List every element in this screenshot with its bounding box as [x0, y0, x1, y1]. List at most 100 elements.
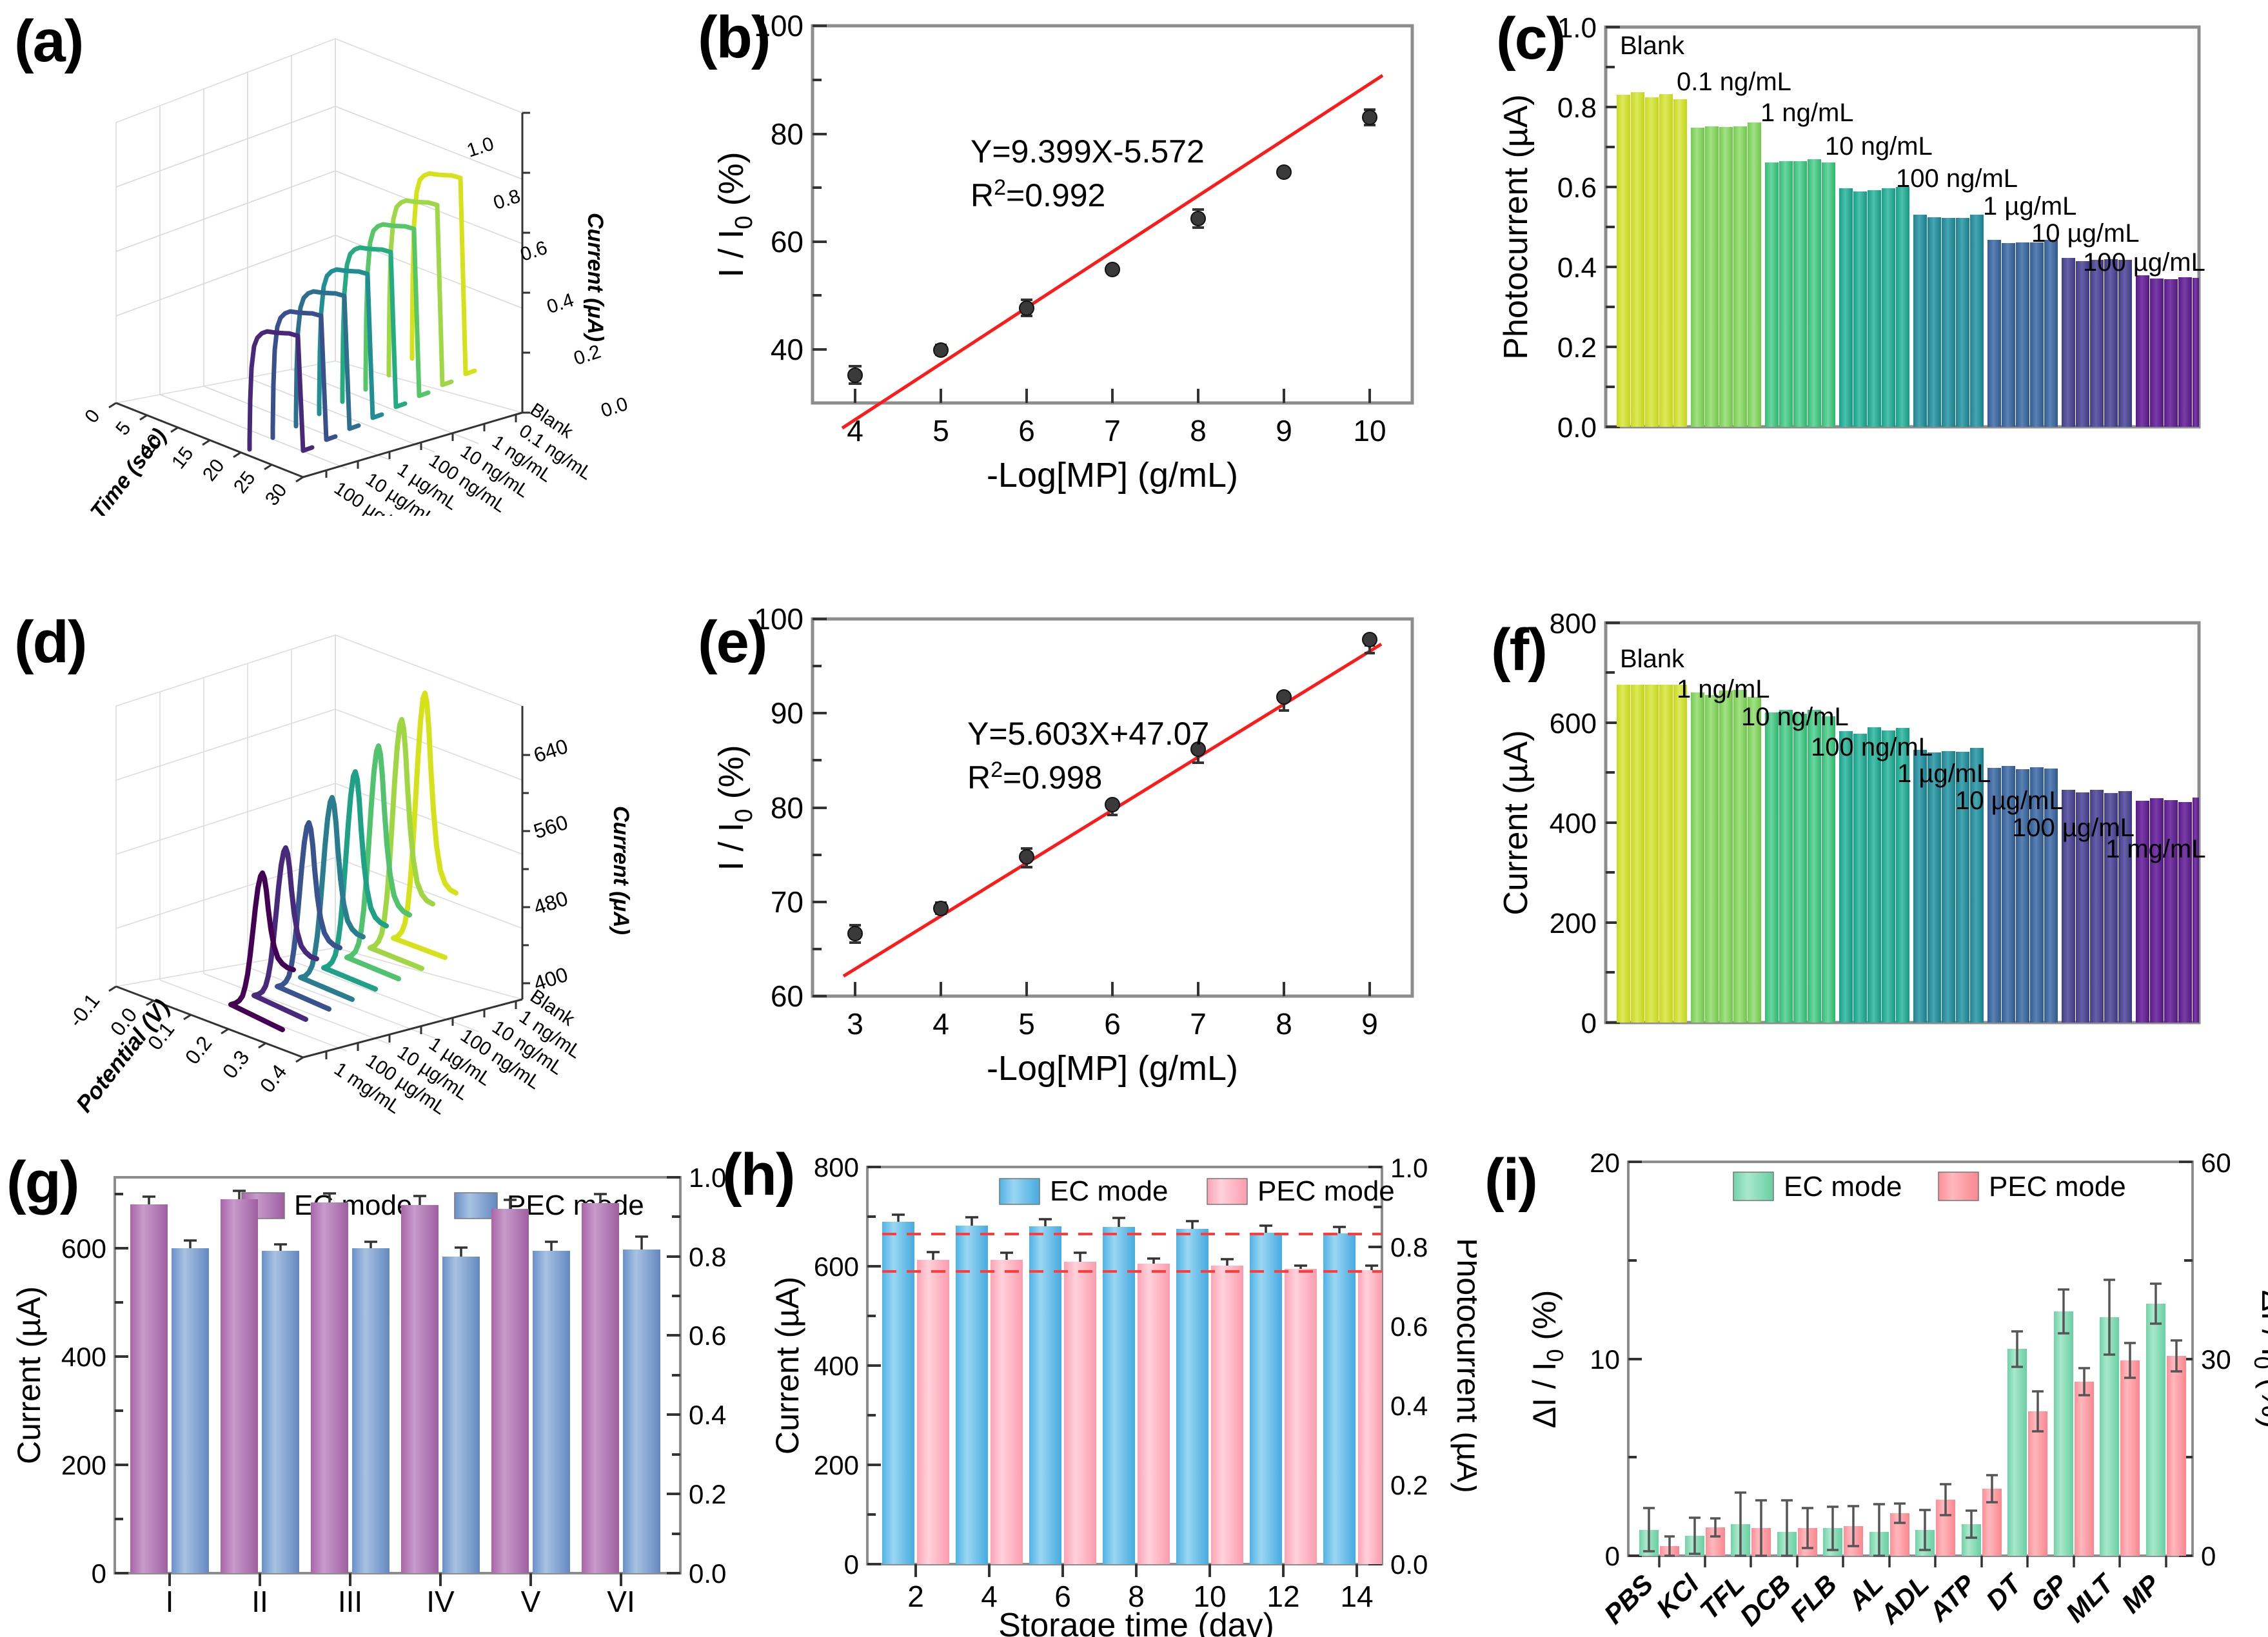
g-x-ticklabels: I II III IV V VI	[166, 1585, 635, 1618]
b-point-4	[1190, 211, 1206, 226]
panel-a: (a)	[0, 0, 684, 516]
e-xtick-9: 9	[1361, 1007, 1378, 1041]
f-group-label-6: 100 µg/mL	[2012, 814, 2135, 842]
c-group-label-1: 0.1 ng/mL	[1677, 68, 1791, 96]
c-group-label-7: 100 µg/mL	[2083, 248, 2205, 277]
b-xtick-7: 7	[1104, 414, 1121, 447]
i-right-ticklabels: 0 30 60	[2201, 1148, 2231, 1571]
e-point-1	[933, 901, 949, 916]
b-point-1	[933, 342, 949, 358]
g-rtick-3: 0.6	[689, 1320, 726, 1351]
b-xaxis-title: -Log[MP] (g/mL)	[987, 456, 1238, 495]
panel-h-label: (h)	[722, 1142, 795, 1208]
g-rtick-2: 0.4	[689, 1400, 726, 1430]
i-rtick-60: 60	[2201, 1148, 2231, 1178]
f-group-label-4: 1 µg/mL	[1897, 760, 1991, 788]
e-y-ticklabels: 60 70 80 90 100	[754, 602, 804, 1013]
h-ytick-400: 400	[814, 1351, 859, 1381]
h-xtick-1: 4	[981, 1580, 998, 1613]
i-rtick-0: 0	[2201, 1541, 2216, 1571]
a-ztick-1: 0.2	[571, 341, 604, 369]
c-ytick-2: 0.4	[1557, 252, 1597, 284]
f-group-label-3: 100 ng/mL	[1811, 733, 1933, 761]
panel-e-plot: 60 70 80 90 100 3 4 5 6 7 8 9	[712, 602, 1414, 1088]
e-x-ticks	[854, 982, 1371, 996]
h-ytick-600: 600	[814, 1251, 859, 1282]
x-axis-time: 0 5 10 15 20 25 30 Time (sec)	[81, 402, 304, 516]
e-error-bars	[849, 644, 1375, 944]
b-ytick-60: 60	[771, 225, 804, 259]
i-x-ticks	[1658, 1556, 2167, 1567]
b-ytick-80: 80	[771, 117, 804, 151]
h-right-ticklabels: 0.0 0.2 0.4 0.6 0.8 1.0	[1390, 1153, 1428, 1580]
e-annotation-equation: Y=5.603X+47.07	[967, 716, 1209, 752]
panel-d-plot: 400 480 560 640 Current (μA) -0.1 0.0 0.…	[64, 634, 633, 1115]
c-group-label-2: 1 ng/mL	[1760, 99, 1854, 127]
g-xtick-3: IV	[426, 1585, 455, 1618]
h-rtick-5: 1.0	[1390, 1153, 1428, 1183]
d-z-axis: 400 480 560 640 Current (μA)	[521, 706, 633, 999]
b-point-2	[1019, 300, 1034, 316]
g-ytick-400: 400	[61, 1342, 106, 1372]
e-yaxis-title: I / I0 (%)	[712, 745, 758, 870]
b-ytick-40: 40	[771, 333, 804, 366]
e-xtick-5: 5	[1018, 1007, 1035, 1041]
panel-h: (h) 0 200 400 600 800	[722, 1135, 1477, 1637]
panel-b-plot: 40 60 80 100 4 5 6 7 8 9 10	[712, 9, 1414, 495]
b-data-points	[847, 110, 1377, 383]
panel-i-label: (i)	[1484, 1147, 1538, 1213]
e-ytick-60: 60	[771, 979, 804, 1013]
g-xtick-5: VI	[607, 1585, 635, 1618]
h-left-ticklabels: 0 200 400 600 800	[814, 1152, 859, 1580]
f-group-label-5: 10 µg/mL	[1955, 787, 2064, 815]
h-x-ticks	[914, 1564, 1358, 1577]
h-rtick-2: 0.4	[1390, 1391, 1428, 1421]
e-data-points	[847, 632, 1377, 941]
f-bars	[1617, 685, 2199, 1023]
i-ytick-20: 20	[1590, 1148, 1620, 1178]
c-y-ticks	[1606, 26, 1620, 428]
b-point-6	[1362, 110, 1377, 125]
f-group-label-2: 10 ng/mL	[1741, 703, 1849, 731]
h-legend-label-pec: PEC mode	[1257, 1175, 1395, 1207]
panel-f: (f) 0 200 400 600 800	[1457, 580, 2268, 1115]
d-ztick-640: 640	[531, 734, 571, 767]
d-ztick-480: 480	[531, 887, 571, 919]
g-left-ticks	[115, 1193, 128, 1574]
d-grid-lines	[115, 634, 523, 1058]
h-legend-label-ec: EC mode	[1050, 1175, 1168, 1207]
f-yaxis-title: Current (µA)	[1497, 730, 1535, 915]
i-xtick-6: ADL	[1873, 1569, 1935, 1630]
e-xtick-7: 7	[1190, 1007, 1207, 1041]
f-ytick-600: 600	[1550, 708, 1597, 740]
panel-e-label: (e)	[698, 609, 767, 675]
f-group-label-1: 1 ng/mL	[1677, 675, 1770, 703]
h-yaxis-title-right: Photocurrent (µA)	[1450, 1238, 1477, 1493]
i-x-ticklabels: PBS KCl TFL DCB FLB AL ADL ATP DT GP MLT…	[1598, 1567, 2166, 1632]
c-ytick-3: 0.6	[1557, 172, 1597, 204]
c-y-ticklabels: 0.0 0.2 0.4 0.6 0.8 1.0	[1557, 12, 1597, 444]
g-xtick-4: V	[521, 1585, 541, 1618]
e-ytick-100: 100	[754, 602, 804, 636]
g-rtick-4: 0.8	[689, 1242, 726, 1272]
e-ytick-90: 90	[771, 696, 804, 730]
c-ytick-1: 0.2	[1557, 332, 1597, 364]
panel-g-plot: 0 200 400 600 0.0 0.2 0.4 0.6 0.8 1.0	[11, 1162, 726, 1618]
e-xaxis-title: -Log[MP] (g/mL)	[987, 1049, 1238, 1088]
b-x-ticks	[854, 389, 1371, 403]
b-xtick-8: 8	[1190, 414, 1207, 447]
panel-d-label: (d)	[14, 609, 87, 675]
b-fit-line	[841, 74, 1384, 430]
panel-g-label: (g)	[6, 1150, 79, 1215]
h-xtick-0: 2	[907, 1580, 924, 1613]
i-legend-swatch-pec	[1938, 1171, 1979, 1201]
e-point-5	[1276, 689, 1292, 705]
a-xtick-5: 25	[230, 467, 260, 498]
g-ytick-600: 600	[61, 1233, 106, 1264]
e-point-3	[1105, 797, 1120, 812]
f-ytick-200: 200	[1550, 908, 1597, 939]
b-point-0	[847, 368, 863, 383]
d-xtick-0.4: 0.4	[255, 1060, 291, 1097]
panel-h-plot: 0 200 400 600 800 0.0 0.2 0.4 0.6 0.8	[769, 1152, 1477, 1637]
